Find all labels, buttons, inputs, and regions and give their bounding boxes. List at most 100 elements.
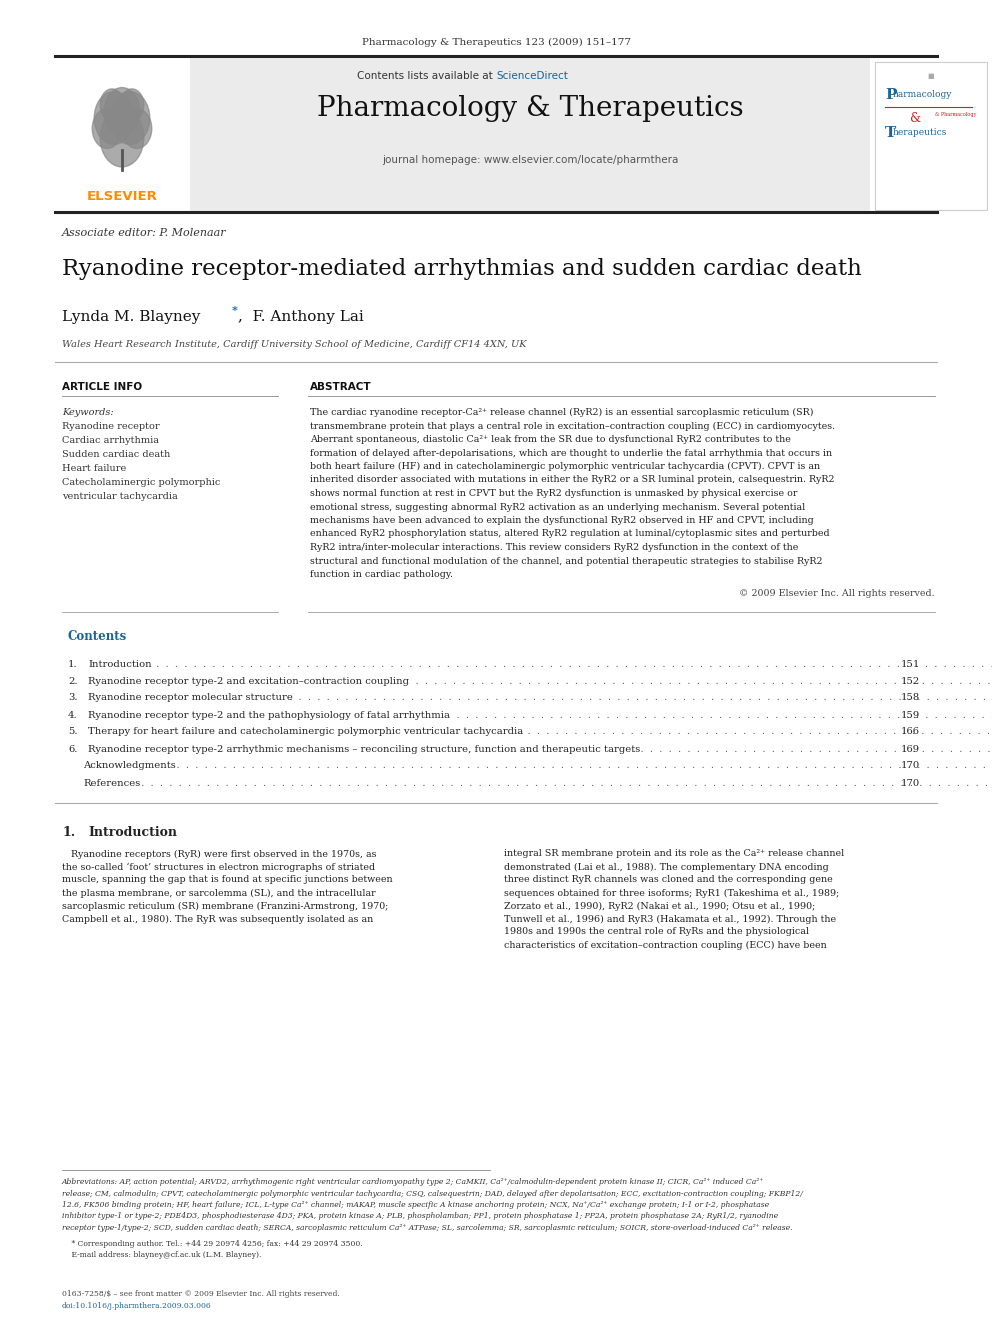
Text: ■: ■ (928, 71, 934, 79)
Text: Tunwell et al., 1996) and RyR3 (Hakamata et al., 1992). Through the: Tunwell et al., 1996) and RyR3 (Hakamata… (504, 914, 836, 923)
Text: Contents: Contents (67, 630, 126, 643)
Bar (55, 56, 190, 210)
Text: mechanisms have been advanced to explain the dysfunctional RyR2 observed in HF a: mechanisms have been advanced to explain… (310, 516, 813, 525)
Text: three distinct RyR channels was cloned and the corresponding gene: three distinct RyR channels was cloned a… (504, 876, 832, 885)
Text: .  .  .  .  .  .  .  .  .  .  .  .  .  .  .  .  .  .  .  .  .  .  .  .  .  .  . : . . . . . . . . . . . . . . . . . . . . … (443, 710, 992, 720)
Text: 1.: 1. (68, 659, 77, 668)
Text: sequences obtained for three isoforms; RyR1 (Takeshima et al., 1989;: sequences obtained for three isoforms; R… (504, 889, 839, 897)
Text: .  .  .  .  .  .  .  .  .  .  .  .  .  .  .  .  .  .  .  .  .  .  .  .  .  .  . : . . . . . . . . . . . . . . . . . . . . … (138, 778, 992, 787)
Text: * Corresponding author. Tel.: +44 29 20974 4256; fax: +44 29 20974 3500.: * Corresponding author. Tel.: +44 29 209… (62, 1240, 363, 1248)
Text: Aberrant spontaneous, diastolic Ca²⁺ leak from the SR due to dysfunctional RyR2 : Aberrant spontaneous, diastolic Ca²⁺ lea… (310, 435, 791, 445)
Text: 3.: 3. (68, 693, 77, 703)
Text: Catecholaminergic polymorphic: Catecholaminergic polymorphic (62, 478, 220, 487)
Text: characteristics of excitation–contraction coupling (ECC) have been: characteristics of excitation–contractio… (504, 941, 826, 950)
Text: the plasma membrane, or sarcolemma (SL), and the intracellular: the plasma membrane, or sarcolemma (SL),… (62, 889, 376, 897)
Circle shape (94, 91, 134, 144)
Text: enhanced RyR2 phosphorylation status, altered RyR2 regulation at luminal/cytopla: enhanced RyR2 phosphorylation status, al… (310, 529, 829, 538)
Text: E-mail address: blayney@cf.ac.uk (L.M. Blayney).: E-mail address: blayney@cf.ac.uk (L.M. B… (62, 1252, 261, 1259)
Circle shape (92, 108, 122, 148)
Text: Ryanodine receptor type-2 and excitation–contraction coupling: Ryanodine receptor type-2 and excitation… (88, 676, 409, 685)
Text: .  .  .  .  .  .  .  .  .  .  .  .  .  .  .  .  .  .  .  .  .  .  .  .  .  .  . : . . . . . . . . . . . . . . . . . . . . … (628, 745, 992, 754)
Text: herapeutics: herapeutics (893, 128, 947, 138)
Text: Keywords:: Keywords: (62, 407, 114, 417)
Text: formation of delayed after-depolarisations, which are thought to underlie the fa: formation of delayed after-depolarisatio… (310, 448, 832, 458)
Text: ELSEVIER: ELSEVIER (86, 191, 158, 202)
Text: 170: 170 (901, 778, 920, 787)
Text: Associate editor: P. Molenaar: Associate editor: P. Molenaar (62, 228, 226, 238)
Text: 166: 166 (901, 728, 920, 737)
Text: 6.: 6. (68, 745, 77, 754)
Circle shape (100, 108, 144, 167)
Text: .  .  .  .  .  .  .  .  .  .  .  .  .  .  .  .  .  .  .  .  .  .  .  .  .  .  . : . . . . . . . . . . . . . . . . . . . . … (153, 659, 992, 668)
Text: 152: 152 (901, 676, 920, 685)
Text: integral SR membrane protein and its role as the Ca²⁺ release channel: integral SR membrane protein and its rol… (504, 849, 844, 859)
Circle shape (120, 89, 144, 120)
Text: journal homepage: www.elsevier.com/locate/pharmthera: journal homepage: www.elsevier.com/locat… (382, 155, 679, 165)
Text: Zorzato et al., 1990), RyR2 (Nakai et al., 1990; Otsu et al., 1990;: Zorzato et al., 1990), RyR2 (Nakai et al… (504, 901, 815, 910)
Text: Introduction: Introduction (88, 826, 177, 839)
Text: receptor type-1/type-2; SCD, sudden cardiac death; SERCA, sarcoplasmic reticulum: receptor type-1/type-2; SCD, sudden card… (62, 1224, 793, 1232)
Text: shows normal function at rest in CPVT but the RyR2 dysfunction is unmasked by ph: shows normal function at rest in CPVT bu… (310, 490, 798, 497)
Text: Contents lists available at: Contents lists available at (357, 71, 496, 81)
Text: ,  F. Anthony Lai: , F. Anthony Lai (238, 310, 364, 324)
Text: Lynda M. Blayney: Lynda M. Blayney (62, 310, 200, 324)
Bar (190, 56, 870, 210)
Text: The cardiac ryanodine receptor-Ca²⁺ release channel (RyR2) is an essential sarco: The cardiac ryanodine receptor-Ca²⁺ rele… (310, 407, 813, 417)
Text: & Pharmacology: & Pharmacology (935, 112, 976, 116)
Text: T: T (885, 126, 896, 140)
Text: .  .  .  .  .  .  .  .  .  .  .  .  .  .  .  .  .  .  .  .  .  .  .  .  .  .  . : . . . . . . . . . . . . . . . . . . . . … (286, 693, 992, 703)
Text: sarcoplasmic reticulum (SR) membrane (Franzini-Armstrong, 1970;: sarcoplasmic reticulum (SR) membrane (Fr… (62, 901, 389, 910)
Text: Ryanodine receptor-mediated arrhythmias and sudden cardiac death: Ryanodine receptor-mediated arrhythmias … (62, 258, 862, 280)
Text: Ryanodine receptor molecular structure: Ryanodine receptor molecular structure (88, 693, 293, 703)
Text: function in cardiac pathology.: function in cardiac pathology. (310, 570, 453, 579)
Text: 151: 151 (901, 659, 920, 668)
Text: RyR2 intra/inter-molecular interactions. This review considers RyR2 dysfunction : RyR2 intra/inter-molecular interactions.… (310, 542, 799, 552)
Text: Heart failure: Heart failure (62, 464, 126, 474)
Text: 170: 170 (901, 762, 920, 770)
Text: Pharmacology & Therapeutics 123 (2009) 151–177: Pharmacology & Therapeutics 123 (2009) 1… (361, 38, 631, 48)
Text: transmembrane protein that plays a central role in excitation–contraction coupli: transmembrane protein that plays a centr… (310, 422, 835, 430)
Text: inherited disorder associated with mutations in either the RyR2 or a SR luminal : inherited disorder associated with mutat… (310, 475, 834, 484)
Text: Ryanodine receptor type-2 and the pathophysiology of fatal arrhythmia: Ryanodine receptor type-2 and the pathop… (88, 710, 450, 720)
Text: 1.: 1. (62, 826, 75, 839)
Text: 158: 158 (901, 693, 920, 703)
Text: .  .  .  .  .  .  .  .  .  .  .  .  .  .  .  .  .  .  .  .  .  .  .  .  .  .  . : . . . . . . . . . . . . . . . . . . . . … (164, 762, 992, 770)
Text: Acknowledgments: Acknowledgments (83, 762, 176, 770)
Text: demonstrated (Lai et al., 1988). The complementary DNA encoding: demonstrated (Lai et al., 1988). The com… (504, 863, 828, 872)
Text: 1980s and 1990s the central role of RyRs and the physiological: 1980s and 1990s the central role of RyRs… (504, 927, 809, 937)
Text: the so-called ‘foot’ structures in electron micrographs of striated: the so-called ‘foot’ structures in elect… (62, 863, 375, 872)
Text: ScienceDirect: ScienceDirect (496, 71, 567, 81)
Text: structural and functional modulation of the channel, and potential therapeutic s: structural and functional modulation of … (310, 557, 822, 565)
Circle shape (110, 91, 150, 144)
Text: 2.: 2. (68, 676, 77, 685)
Text: Ryanodine receptor type-2 arrhythmic mechanisms – reconciling structure, functio: Ryanodine receptor type-2 arrhythmic mec… (88, 745, 640, 754)
Text: 4.: 4. (68, 710, 77, 720)
Text: 169: 169 (901, 745, 920, 754)
Text: .  .  .  .  .  .  .  .  .  .  .  .  .  .  .  .  .  .  .  .  .  .  .  .  .  .  . : . . . . . . . . . . . . . . . . . . . . … (403, 676, 992, 685)
Text: Therapy for heart failure and catecholaminergic polymorphic ventricular tachycar: Therapy for heart failure and catecholam… (88, 728, 523, 737)
Text: Abbreviations: AP, action potential; ARVD2, arrhythmogenic right ventricular car: Abbreviations: AP, action potential; ARV… (62, 1177, 764, 1185)
Text: Ryanodine receptors (RyR) were first observed in the 1970s, as: Ryanodine receptors (RyR) were first obs… (62, 849, 377, 859)
Text: References: References (83, 778, 140, 787)
Text: 0163-7258/$ – see front matter © 2009 Elsevier Inc. All rights reserved.: 0163-7258/$ – see front matter © 2009 El… (62, 1290, 339, 1298)
Text: &: & (910, 112, 921, 124)
Circle shape (122, 108, 152, 148)
Text: harmacology: harmacology (893, 90, 952, 99)
Text: P: P (885, 89, 897, 102)
Text: Introduction: Introduction (88, 659, 152, 668)
Text: © 2009 Elsevier Inc. All rights reserved.: © 2009 Elsevier Inc. All rights reserved… (739, 590, 935, 598)
Text: ventricular tachycardia: ventricular tachycardia (62, 492, 178, 501)
Text: doi:10.1016/j.pharmthera.2009.03.006: doi:10.1016/j.pharmthera.2009.03.006 (62, 1302, 211, 1310)
Text: release; CM, calmodulin; CPVT, catecholaminergic polymorphic ventricular tachyca: release; CM, calmodulin; CPVT, catechola… (62, 1189, 803, 1197)
Text: 12.6, FK506 binding protein; HF, heart failure; ICL, L-type Ca²⁺ channel; mAKAP,: 12.6, FK506 binding protein; HF, heart f… (62, 1201, 769, 1209)
Text: inhibitor type-1 or type-2; PDE4D3, phosphodiesterase 4D3; PKA, protein kinase A: inhibitor type-1 or type-2; PDE4D3, phos… (62, 1212, 778, 1221)
Text: Wales Heart Research Institute, Cardiff University School of Medicine, Cardiff C: Wales Heart Research Institute, Cardiff … (62, 340, 527, 349)
Text: ABSTRACT: ABSTRACT (310, 382, 372, 392)
Text: both heart failure (HF) and in catecholaminergic polymorphic ventricular tachyca: both heart failure (HF) and in catechola… (310, 462, 820, 471)
Text: emotional stress, suggesting abnormal RyR2 activation as an underlying mechanism: emotional stress, suggesting abnormal Ry… (310, 503, 806, 512)
Text: muscle, spanning the gap that is found at specific junctions between: muscle, spanning the gap that is found a… (62, 876, 393, 885)
Text: ARTICLE INFO: ARTICLE INFO (62, 382, 142, 392)
Text: .  .  .  .  .  .  .  .  .  .  .  .  .  .  .  .  .  .  .  .  .  .  .  .  .  .  . : . . . . . . . . . . . . . . . . . . . . … (515, 728, 992, 737)
Text: 5.: 5. (68, 728, 77, 737)
Text: *: * (232, 306, 238, 316)
